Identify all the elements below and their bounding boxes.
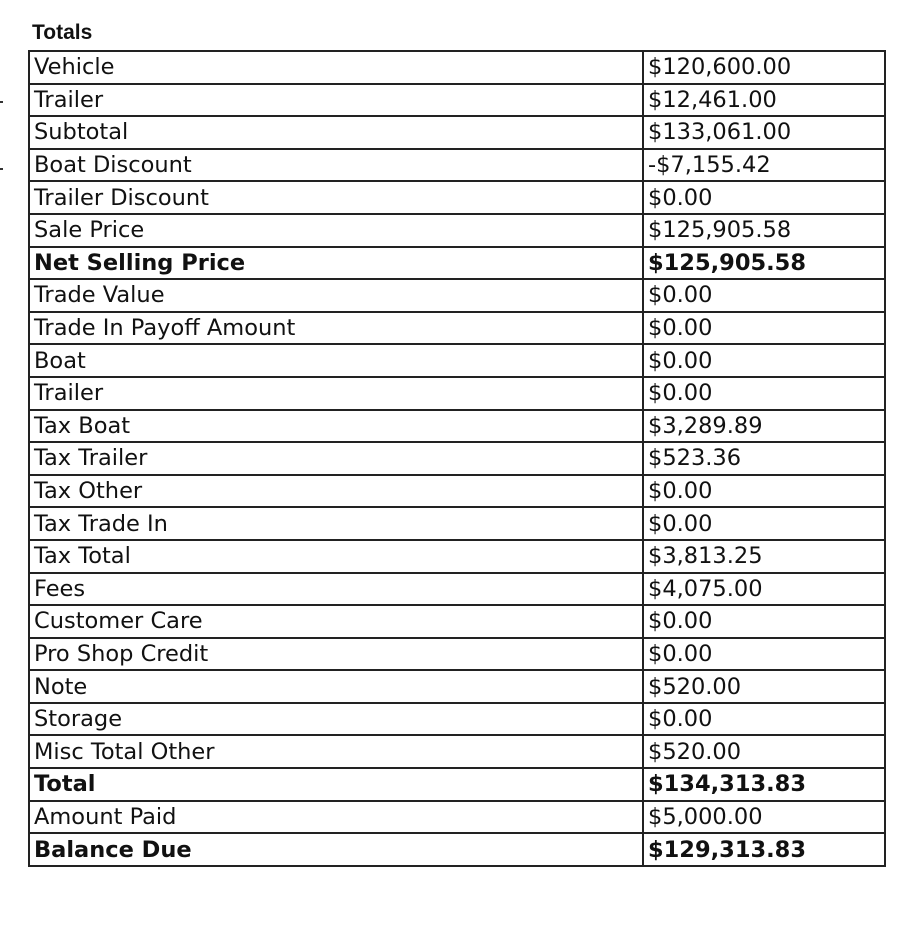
table-row: Tax Total $3,813.25	[28, 538, 886, 574]
row-label: Boat Discount	[28, 147, 644, 183]
row-label: Tax Trailer	[28, 441, 644, 476]
table-row: Net Selling Price $125,905.58	[28, 245, 886, 281]
row-value: $523.36	[642, 441, 886, 476]
table-row: Boat $0.00	[28, 343, 886, 378]
table-row: Subtotal $133,061.00	[28, 115, 886, 150]
row-label: Pro Shop Credit	[28, 636, 644, 672]
table-row: Sale Price $125,905.58	[28, 212, 886, 248]
table-row: Customer Care $0.00	[28, 604, 886, 639]
row-value: $129,313.83	[642, 832, 886, 867]
row-value: $3,813.25	[642, 538, 886, 574]
row-label: Total	[28, 767, 644, 802]
table-row: Tax Trailer $523.36	[28, 441, 886, 476]
row-label: Trailer	[28, 82, 644, 118]
row-label: Net Selling Price	[28, 245, 644, 281]
row-label: Subtotal	[28, 115, 644, 150]
row-label: Trailer Discount	[28, 180, 644, 215]
row-value: $0.00	[642, 604, 886, 639]
row-value: $520.00	[642, 734, 886, 770]
row-label: Tax Other	[28, 473, 644, 509]
row-value: $0.00	[642, 473, 886, 509]
row-value: -$7,155.42	[642, 147, 886, 183]
margin-mark	[0, 101, 3, 103]
row-value: $125,905.58	[642, 245, 886, 281]
row-label: Tax Trade In	[28, 506, 644, 541]
row-label: Sale Price	[28, 212, 644, 248]
row-value: $134,313.83	[642, 767, 886, 802]
row-value: $0.00	[642, 506, 886, 541]
row-value: $0.00	[642, 375, 886, 411]
table-row: Tax Other $0.00	[28, 473, 886, 509]
row-value: $3,289.89	[642, 408, 886, 444]
table-row: Trailer $12,461.00	[28, 82, 886, 118]
row-label: Customer Care	[28, 604, 644, 639]
margin-mark	[0, 168, 3, 170]
row-value: $0.00	[642, 343, 886, 378]
row-label: Balance Due	[28, 832, 644, 867]
totals-table: Vehicle $120,600.00 Trailer $12,461.00 Subto…	[28, 50, 886, 867]
table-row: Tax Trade In $0.00	[28, 506, 886, 541]
table-row: Fees $4,075.00	[28, 571, 886, 607]
table-row: Boat Discount -$7,155.42	[28, 147, 886, 183]
row-label: Misc Total Other	[28, 734, 644, 770]
row-label: Tax Boat	[28, 408, 644, 444]
row-value: $0.00	[642, 701, 886, 737]
row-label: Trade In Payoff Amount	[28, 310, 644, 346]
table-row: Balance Due $129,313.83	[28, 832, 886, 867]
table-row: Tax Boat $3,289.89	[28, 408, 886, 444]
table-row: Trailer Discount $0.00	[28, 180, 886, 215]
row-label: Boat	[28, 343, 644, 378]
totals-heading: Totals	[32, 21, 93, 44]
row-label: Trailer	[28, 375, 644, 411]
row-label: Amount Paid	[28, 799, 644, 835]
row-label: Storage	[28, 701, 644, 737]
row-value: $520.00	[642, 669, 886, 704]
row-value: $5,000.00	[642, 799, 886, 835]
row-value: $133,061.00	[642, 115, 886, 150]
table-row: Amount Paid $5,000.00	[28, 799, 886, 835]
row-label: Tax Total	[28, 538, 644, 574]
row-value: $4,075.00	[642, 571, 886, 607]
row-value: $0.00	[642, 278, 886, 313]
table-row: Trade Value $0.00	[28, 278, 886, 313]
row-value: $0.00	[642, 180, 886, 215]
table-row: Storage $0.00	[28, 701, 886, 737]
row-value: $12,461.00	[642, 82, 886, 118]
row-label: Trade Value	[28, 278, 644, 313]
table-row: Note $520.00	[28, 669, 886, 704]
table-row: Pro Shop Credit $0.00	[28, 636, 886, 672]
table-row: Trade In Payoff Amount $0.00	[28, 310, 886, 346]
table-row: Misc Total Other $520.00	[28, 734, 886, 770]
table-row: Total $134,313.83	[28, 767, 886, 802]
row-value: $0.00	[642, 310, 886, 346]
row-value: $125,905.58	[642, 212, 886, 248]
table-row: Trailer $0.00	[28, 375, 886, 411]
row-label: Vehicle	[28, 50, 644, 85]
row-label: Note	[28, 669, 644, 704]
row-value: $0.00	[642, 636, 886, 672]
row-label: Fees	[28, 571, 644, 607]
row-value: $120,600.00	[642, 50, 886, 85]
table-row: Vehicle $120,600.00	[28, 50, 886, 85]
